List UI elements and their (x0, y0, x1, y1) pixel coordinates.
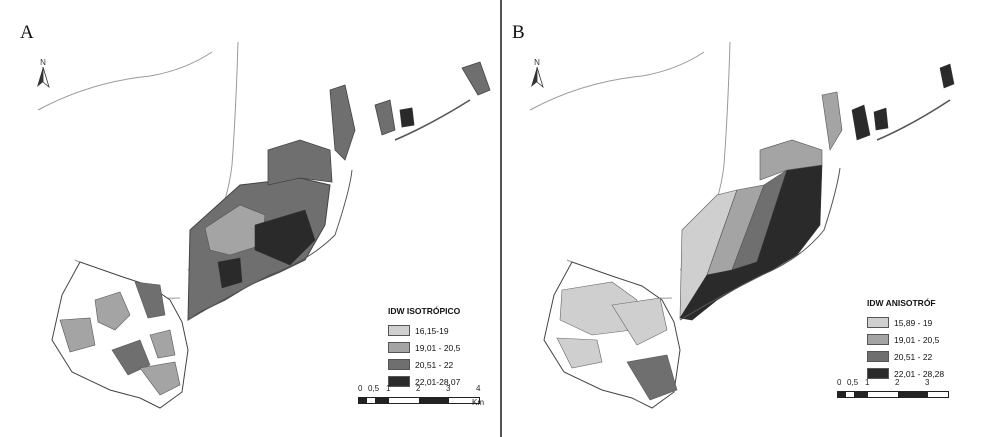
scale-bar: 0 0,5 1 2 3 (837, 378, 957, 398)
legend-swatch (388, 359, 410, 370)
legend-label: 20,51 - 22 (894, 351, 933, 362)
scale-tick: 3 (925, 378, 930, 387)
map-panel-b: B N (502, 0, 983, 437)
scale-tick: 0 (358, 384, 363, 393)
legend-item: 22,01 - 28,28 (867, 365, 944, 382)
legend-swatch (867, 368, 889, 379)
scale-tick: 2 (416, 384, 421, 393)
panel-label: B (512, 22, 525, 43)
scale-tick: 0,5 (847, 378, 859, 387)
legend-label: 15,89 - 19 (894, 317, 933, 328)
scale-tick: 1 (865, 378, 870, 387)
legend: IDW ISOTRÓPICO 16,15-19 19,01 - 20,5 20,… (388, 306, 460, 390)
scale-tick: 0 (837, 378, 842, 387)
legend-item: 20,51 - 22 (867, 348, 944, 365)
legend-label: 22,01-28,07 (415, 376, 461, 387)
choropleth-map (37, 41, 491, 409)
north-arrow-icon: N (530, 58, 544, 91)
legend-swatch (388, 342, 410, 353)
legend: IDW ANISOTRÓF 15,89 - 19 19,01 - 20,5 20… (867, 298, 944, 382)
legend-swatch (388, 376, 410, 387)
north-arrow-icon: N (36, 58, 50, 91)
panel-label: A (20, 22, 34, 43)
legend-label: 19,01 - 20,5 (894, 334, 940, 345)
choropleth-map (529, 41, 955, 409)
scale-bar: 0 0,5 1 2 3 4 Km (358, 384, 486, 407)
scale-tick: 4 (476, 384, 481, 393)
north-label: N (40, 58, 46, 67)
legend-label: 20,51 - 22 (415, 359, 454, 370)
legend-item: 22,01-28,07 (388, 373, 460, 390)
panel-divider (500, 0, 502, 437)
legend-item: 20,51 - 22 (388, 356, 460, 373)
legend-item: 19,01 - 20,5 (388, 339, 460, 356)
legend-item: 15,89 - 19 (867, 314, 944, 331)
north-label: N (534, 58, 540, 67)
legend-label: 19,01 - 20,5 (415, 342, 461, 353)
legend-swatch (867, 334, 889, 345)
north-arrow-shape (531, 66, 544, 89)
legend-label: 16,15-19 (415, 325, 449, 336)
legend-swatch (867, 351, 889, 362)
scale-tick: 3 (446, 384, 451, 393)
scale-unit: Km (472, 398, 484, 407)
legend-title: IDW ISOTRÓPICO (388, 306, 461, 316)
scale-tick: 1 (386, 384, 391, 393)
legend-item: 16,15-19 (388, 322, 460, 339)
north-arrow-shape (37, 66, 50, 89)
scale-tick: 2 (895, 378, 900, 387)
legend-label: 22,01 - 28,28 (894, 368, 945, 379)
scale-tick: 0,5 (368, 384, 380, 393)
legend-title: IDW ANISOTRÓF (867, 298, 936, 308)
legend-swatch (867, 317, 889, 328)
legend-item: 19,01 - 20,5 (867, 331, 944, 348)
map-panel-a: A N (20, 22, 491, 409)
legend-swatch (388, 325, 410, 336)
